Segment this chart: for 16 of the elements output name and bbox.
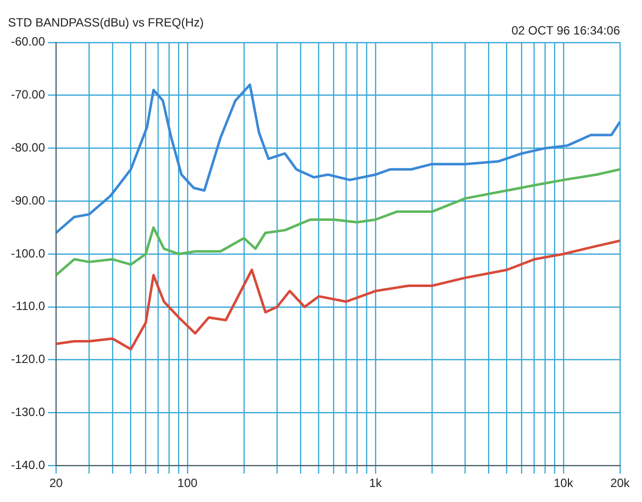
y-tick-label: -140.0 <box>10 458 46 472</box>
x-tick-label: 20k <box>610 476 631 490</box>
x-tick-label: 100 <box>177 476 198 490</box>
y-tick-label: -70.00 <box>10 88 46 102</box>
x-tick-label: 1k <box>369 476 383 490</box>
y-tick-label: -100.0 <box>10 246 46 260</box>
chart-title: STD BANDPASS(dBu) vs FREQ(Hz) <box>8 16 204 30</box>
y-tick-label: -110.0 <box>12 299 46 314</box>
x-tick-label: 10k <box>554 476 574 490</box>
y-tick-label: -90.00 <box>10 193 46 208</box>
x-tick-label: 20 <box>49 476 64 490</box>
y-tick-label: -120.0 <box>10 352 46 366</box>
y-tick-label: -130.0 <box>10 405 46 420</box>
y-tick-label: -80.00 <box>10 140 46 155</box>
y-tick-label: -60.00 <box>10 34 46 49</box>
text: 02 OCT 96 16:34:06 <box>511 23 620 38</box>
